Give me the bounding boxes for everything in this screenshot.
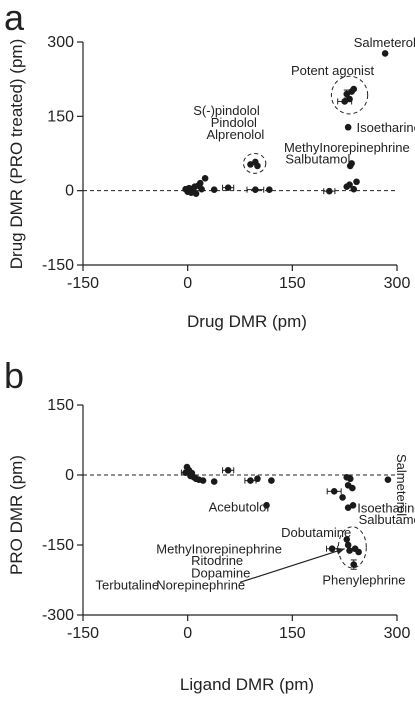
annotation-label: Salbutamol <box>285 151 350 166</box>
x-tick-label: 0 <box>183 625 192 642</box>
x-tick-label: -150 <box>67 275 99 292</box>
annotation-label: Terbutaline <box>96 577 160 592</box>
group-ellipse <box>242 153 267 174</box>
data-point <box>346 547 353 554</box>
panel-b: b PRO DMR (pm) Ligand DMR (pm) -300-1500… <box>4 355 415 694</box>
data-point <box>339 494 346 501</box>
data-point <box>353 178 360 186</box>
y-tick-label: 300 <box>47 34 74 51</box>
data-point <box>210 478 218 485</box>
data-point <box>355 548 362 556</box>
data-point <box>252 186 259 193</box>
annotation-label: MethyInorepinephrine <box>284 140 410 155</box>
data-point <box>349 484 356 492</box>
data-point <box>201 174 209 182</box>
data-point <box>350 185 358 193</box>
y-tick-label: 150 <box>47 108 74 125</box>
data-point <box>254 162 261 170</box>
y-axis-label: Drug DMR (PRO treated) (pm) <box>7 39 26 269</box>
data-point <box>348 160 355 167</box>
annotation-label: Ritodrine <box>191 553 243 568</box>
x-axis-label: Drug DMR (pm) <box>187 312 307 331</box>
y-tick-label: -150 <box>42 537 74 554</box>
x-tick-label: -150 <box>67 625 99 642</box>
x-tick-label: 150 <box>279 275 306 292</box>
annotation-label: Alprenolol <box>207 127 265 142</box>
data-point <box>268 477 275 484</box>
data-point <box>199 477 207 484</box>
annotation-label: Isoetharine <box>357 500 415 515</box>
x-tick-label: 0 <box>183 275 192 292</box>
data-point <box>254 475 261 483</box>
data-point <box>349 502 357 509</box>
annotation-label: Salmeterol <box>354 35 415 50</box>
data-point <box>344 123 352 131</box>
pointer-arrow <box>239 548 345 583</box>
panel-label: a <box>4 0 25 38</box>
data-point <box>344 541 352 549</box>
panel-label: b <box>4 355 24 396</box>
data-point <box>224 184 232 191</box>
data-point <box>341 98 348 105</box>
data-point <box>384 476 392 483</box>
y-axis-label: PRO DMR (pm) <box>7 455 26 575</box>
data-point <box>381 50 389 57</box>
y-tick-label: 0 <box>65 467 74 484</box>
data-point <box>266 186 273 193</box>
annotation-label: Phenylephrine <box>322 573 405 588</box>
data-point <box>326 187 333 195</box>
data-point <box>328 545 336 553</box>
y-tick-label: 0 <box>65 183 74 200</box>
data-point <box>350 561 358 568</box>
annotation-label: S(-)pindolol <box>193 103 260 118</box>
x-tick-label: 150 <box>279 625 306 642</box>
annotation-label: Salbutamol <box>359 512 415 527</box>
data-point <box>343 536 351 543</box>
y-tick-label: 150 <box>47 397 74 414</box>
data-point <box>346 95 353 103</box>
data-point <box>192 190 200 197</box>
data-point <box>247 477 254 484</box>
annotation-label: MethyInorepinephrine <box>156 541 282 556</box>
annotation-label: Isoetharine <box>357 120 415 135</box>
data-point <box>346 475 354 483</box>
data-point <box>346 181 353 189</box>
data-point <box>330 488 338 495</box>
x-tick-label: 300 <box>384 275 411 292</box>
annotation-label: Norepinephrine <box>156 577 245 592</box>
annotation-label: Acebutolol <box>209 499 270 514</box>
group-ellipse <box>337 526 367 569</box>
annotation-label: Dobutamine <box>281 525 351 540</box>
data-point <box>350 85 358 93</box>
annotation-label: Pindolol <box>211 115 257 130</box>
x-tick-label: 300 <box>384 625 411 642</box>
data-point <box>196 179 204 187</box>
data-point <box>263 502 270 509</box>
data-point <box>198 185 205 193</box>
annotation-label: Dopamine <box>191 566 250 581</box>
data-point <box>247 161 254 168</box>
y-tick-label: -300 <box>42 607 74 624</box>
annotation-label: Potent agonist <box>291 63 375 78</box>
data-point <box>344 504 352 511</box>
data-point <box>210 186 218 193</box>
annotation-label: Salmeterol <box>394 454 409 516</box>
group-ellipse <box>330 75 369 115</box>
data-point <box>224 467 232 474</box>
x-axis-label: Ligand DMR (pm) <box>180 675 314 694</box>
panel-a: a Drug DMR (PRO treated) (pm) Drug DMR (… <box>4 0 415 331</box>
data-point <box>343 90 351 98</box>
y-tick-label: -150 <box>42 257 74 274</box>
